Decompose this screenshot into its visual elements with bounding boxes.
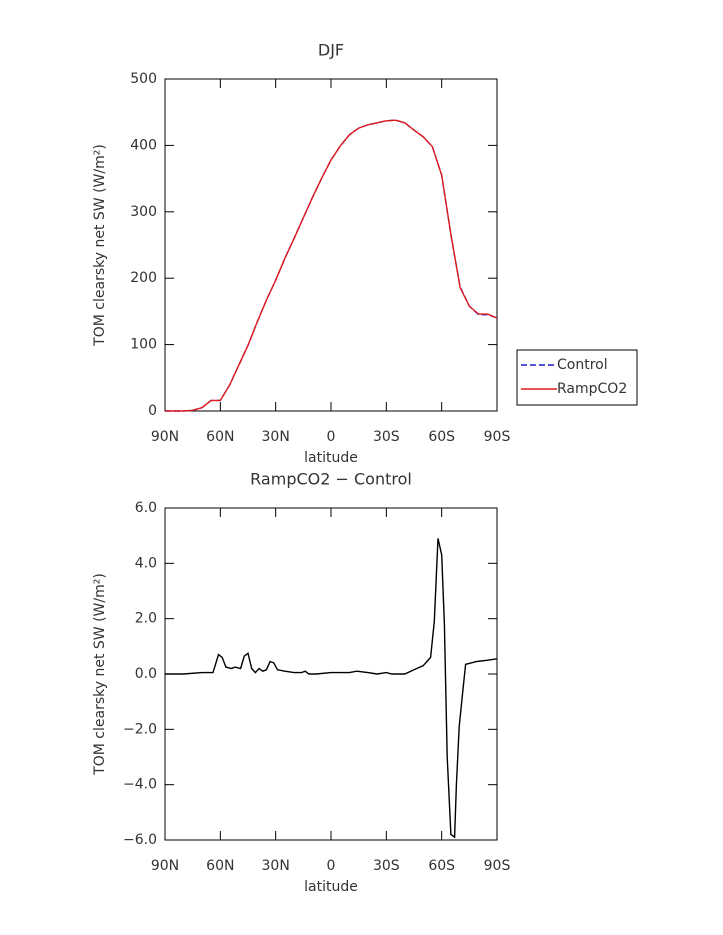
x-tick-label: 90N [151,858,179,874]
y-tick-label: 400 [130,137,157,153]
data-line [165,119,498,412]
chart-title: RampCO2 − Control [250,470,412,489]
x-tick-label: 30N [262,429,290,445]
y-tick-label: −6.0 [123,832,157,848]
legend-box [516,349,638,406]
x-tick-label: 0 [327,429,336,445]
x-axis-label: latitude [304,879,358,895]
x-tick-label: 90S [484,858,511,874]
y-tick-label: 500 [130,71,157,87]
y-tick-label: 2.0 [135,611,157,627]
data-line [165,538,498,839]
x-tick-label: 30S [373,429,400,445]
x-tick-label: 30S [373,858,400,874]
data-line [165,119,498,412]
plot-frame [164,78,498,412]
x-tick-label: 90N [151,429,179,445]
chart-title: DJF [318,41,344,60]
y-tick-label: 300 [130,204,157,220]
y-tick-label: 0 [148,403,157,419]
x-tick-label: 90S [484,429,511,445]
y-tick-label: 6.0 [135,500,157,516]
y-tick-label: −4.0 [123,777,157,793]
x-tick-label: 60N [206,858,234,874]
y-tick-label: 200 [130,270,157,286]
x-tick-label: 0 [327,858,336,874]
y-axis-label: TOM clearsky net SW (W/m²) [92,144,108,347]
y-tick-label: 100 [130,337,157,353]
x-tick-label: 30N [262,858,290,874]
x-tick-label: 60N [206,429,234,445]
y-tick-label: −2.0 [123,721,157,737]
legend-label: RampCO2 [557,381,627,397]
plot-frame [164,507,498,841]
legend-label: Control [557,357,608,373]
y-axis-label: TOM clearsky net SW (W/m²) [92,573,108,776]
x-tick-label: 60S [428,429,455,445]
y-tick-label: 4.0 [135,555,157,571]
y-tick-label: 0.0 [135,666,157,682]
x-tick-label: 60S [428,858,455,874]
x-axis-label: latitude [304,450,358,466]
